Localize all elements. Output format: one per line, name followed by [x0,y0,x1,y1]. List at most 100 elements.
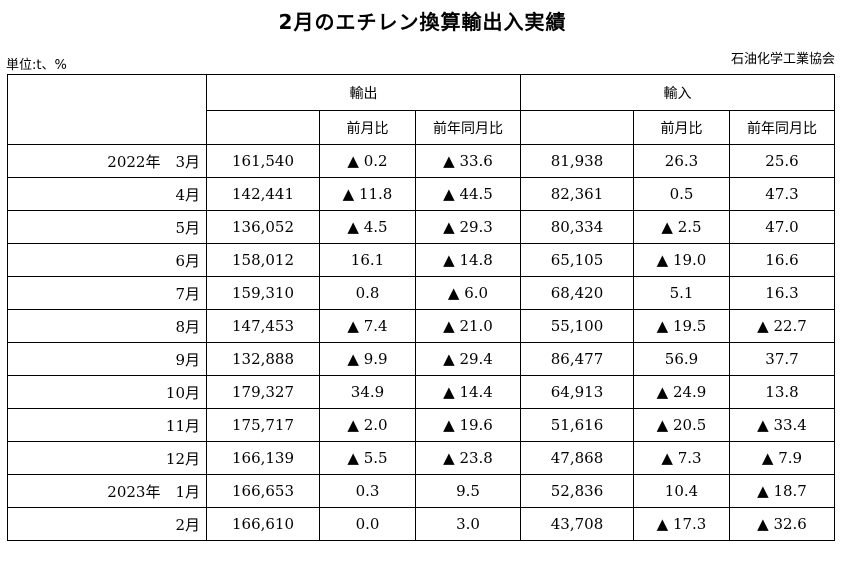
export-mom-cell: 16.1 [319,243,416,277]
table-row: 5月 136,052 ▲ 4.5 ▲ 29.3 80,334 ▲ 2.5 47.0 [7,210,835,244]
export-volume-cell: 166,610 [206,507,320,541]
export-volume-cell: 132,888 [206,342,320,376]
export-yoy-cell: 9.5 [415,474,521,508]
import-volume-cell: 64,913 [520,375,634,409]
import-yoy-cell: ▲ 22.7 [729,309,835,343]
table-row: 2月 166,610 0.0 3.0 43,708 ▲ 17.3 ▲ 32.6 [7,507,835,541]
table-row: 11月 175,717 ▲ 2.0 ▲ 19.6 51,616 ▲ 20.5 ▲ 33.4 [7,408,835,442]
import-yoy-cell: 37.7 [729,342,835,376]
export-volume-cell: 158,012 [206,243,320,277]
import-yoy-header: 前年同月比 [729,110,835,145]
period-cell: 5月 [7,210,207,244]
table-row: 8月 147,453 ▲ 7.4 ▲ 21.0 55,100 ▲ 19.5 ▲ 22.7 [7,309,835,343]
export-volume-header [206,110,320,145]
export-yoy-cell: ▲ 6.0 [415,276,521,310]
period-cell: 2022年 3月 [7,144,207,178]
import-volume-cell: 43,708 [520,507,634,541]
import-volume-cell: 65,105 [520,243,634,277]
import-volume-cell: 86,477 [520,342,634,376]
import-yoy-cell: ▲ 18.7 [729,474,835,508]
period-cell: 9月 [7,342,207,376]
import-mom-cell: ▲ 24.9 [633,375,730,409]
export-volume-cell: 179,327 [206,375,320,409]
table-row: 7月 159,310 0.8 ▲ 6.0 68,420 5.1 16.3 [7,276,835,310]
table-row: 10月 179,327 34.9 ▲ 14.4 64,913 ▲ 24.9 13.8 [7,375,835,409]
import-mom-cell: 10.4 [633,474,730,508]
export-volume-cell: 166,139 [206,441,320,475]
import-mom-cell: ▲ 7.3 [633,441,730,475]
export-yoy-cell: ▲ 29.4 [415,342,521,376]
period-cell: 7月 [7,276,207,310]
export-mom-cell: 34.9 [319,375,416,409]
export-volume-cell: 136,052 [206,210,320,244]
import-mom-cell: 5.1 [633,276,730,310]
export-mom-cell: ▲ 5.5 [319,441,416,475]
import-mom-cell: ▲ 2.5 [633,210,730,244]
import-mom-cell: 26.3 [633,144,730,178]
import-yoy-cell: 16.3 [729,276,835,310]
import-yoy-cell: ▲ 32.6 [729,507,835,541]
export-yoy-cell: ▲ 19.6 [415,408,521,442]
unit-label: 単位:t、% [6,58,67,73]
table-row: 2022年 3月 161,540 ▲ 0.2 ▲ 33.6 81,938 26.3 25.6 [7,144,835,178]
period-cell: 8月 [7,309,207,343]
export-volume-cell: 161,540 [206,144,320,178]
page-title: 2月のエチレン換算輸出入実績 [278,10,567,34]
import-volume-cell: 51,616 [520,408,634,442]
export-yoy-cell: ▲ 21.0 [415,309,521,343]
import-mom-cell: ▲ 19.5 [633,309,730,343]
export-mom-cell: ▲ 0.2 [319,144,416,178]
export-yoy-cell: ▲ 14.8 [415,243,521,277]
period-header [7,74,207,145]
export-volume-cell: 159,310 [206,276,320,310]
export-mom-cell: 0.0 [319,507,416,541]
export-yoy-cell: ▲ 29.3 [415,210,521,244]
import-volume-cell: 47,868 [520,441,634,475]
export-mom-header: 前月比 [319,110,416,145]
import-yoy-cell: 13.8 [729,375,835,409]
import-mom-cell: ▲ 17.3 [633,507,730,541]
import-yoy-cell: ▲ 7.9 [729,441,835,475]
table-row: 12月 166,139 ▲ 5.5 ▲ 23.8 47,868 ▲ 7.3 ▲ 7.9 [7,441,835,475]
period-cell: 11月 [7,408,207,442]
period-cell: 2月 [7,507,207,541]
import-mom-cell: ▲ 20.5 [633,408,730,442]
import-mom-cell: ▲ 19.0 [633,243,730,277]
export-volume-cell: 166,653 [206,474,320,508]
table-row: 9月 132,888 ▲ 9.9 ▲ 29.4 86,477 56.9 37.7 [7,342,835,376]
import-volume-cell: 55,100 [520,309,634,343]
import-volume-cell: 68,420 [520,276,634,310]
period-cell: 10月 [7,375,207,409]
table-row: 4月 142,441 ▲ 11.8 ▲ 44.5 82,361 0.5 47.3 [7,177,835,211]
export-mom-cell: ▲ 2.0 [319,408,416,442]
period-cell: 4月 [7,177,207,211]
import-volume-header [520,110,634,145]
import-mom-header: 前月比 [633,110,730,145]
export-mom-cell: ▲ 7.4 [319,309,416,343]
export-mom-cell: 0.3 [319,474,416,508]
export-mom-cell: ▲ 4.5 [319,210,416,244]
export-volume-cell: 147,453 [206,309,320,343]
export-header: 輸出 [206,74,521,111]
export-yoy-cell: ▲ 44.5 [415,177,521,211]
import-yoy-cell: 25.6 [729,144,835,178]
import-volume-cell: 80,334 [520,210,634,244]
source-label: 石油化学工業協会 [730,52,835,67]
period-cell: 2023年 1月 [7,474,207,508]
export-mom-cell: ▲ 11.8 [319,177,416,211]
import-yoy-cell: 16.6 [729,243,835,277]
export-mom-cell: 0.8 [319,276,416,310]
period-cell: 6月 [7,243,207,277]
import-volume-cell: 52,836 [520,474,634,508]
export-yoy-cell: 3.0 [415,507,521,541]
export-volume-cell: 175,717 [206,408,320,442]
import-volume-cell: 82,361 [520,177,634,211]
import-header: 輸入 [520,74,835,111]
export-mom-cell: ▲ 9.9 [319,342,416,376]
export-yoy-cell: ▲ 14.4 [415,375,521,409]
import-mom-cell: 56.9 [633,342,730,376]
import-mom-cell: 0.5 [633,177,730,211]
export-volume-cell: 142,441 [206,177,320,211]
trade-table: 輸出 輸入 前月比 前年同月比 前月比 前年同月比 2022年 3月 161,54… [7,74,835,541]
export-yoy-header: 前年同月比 [415,110,521,145]
